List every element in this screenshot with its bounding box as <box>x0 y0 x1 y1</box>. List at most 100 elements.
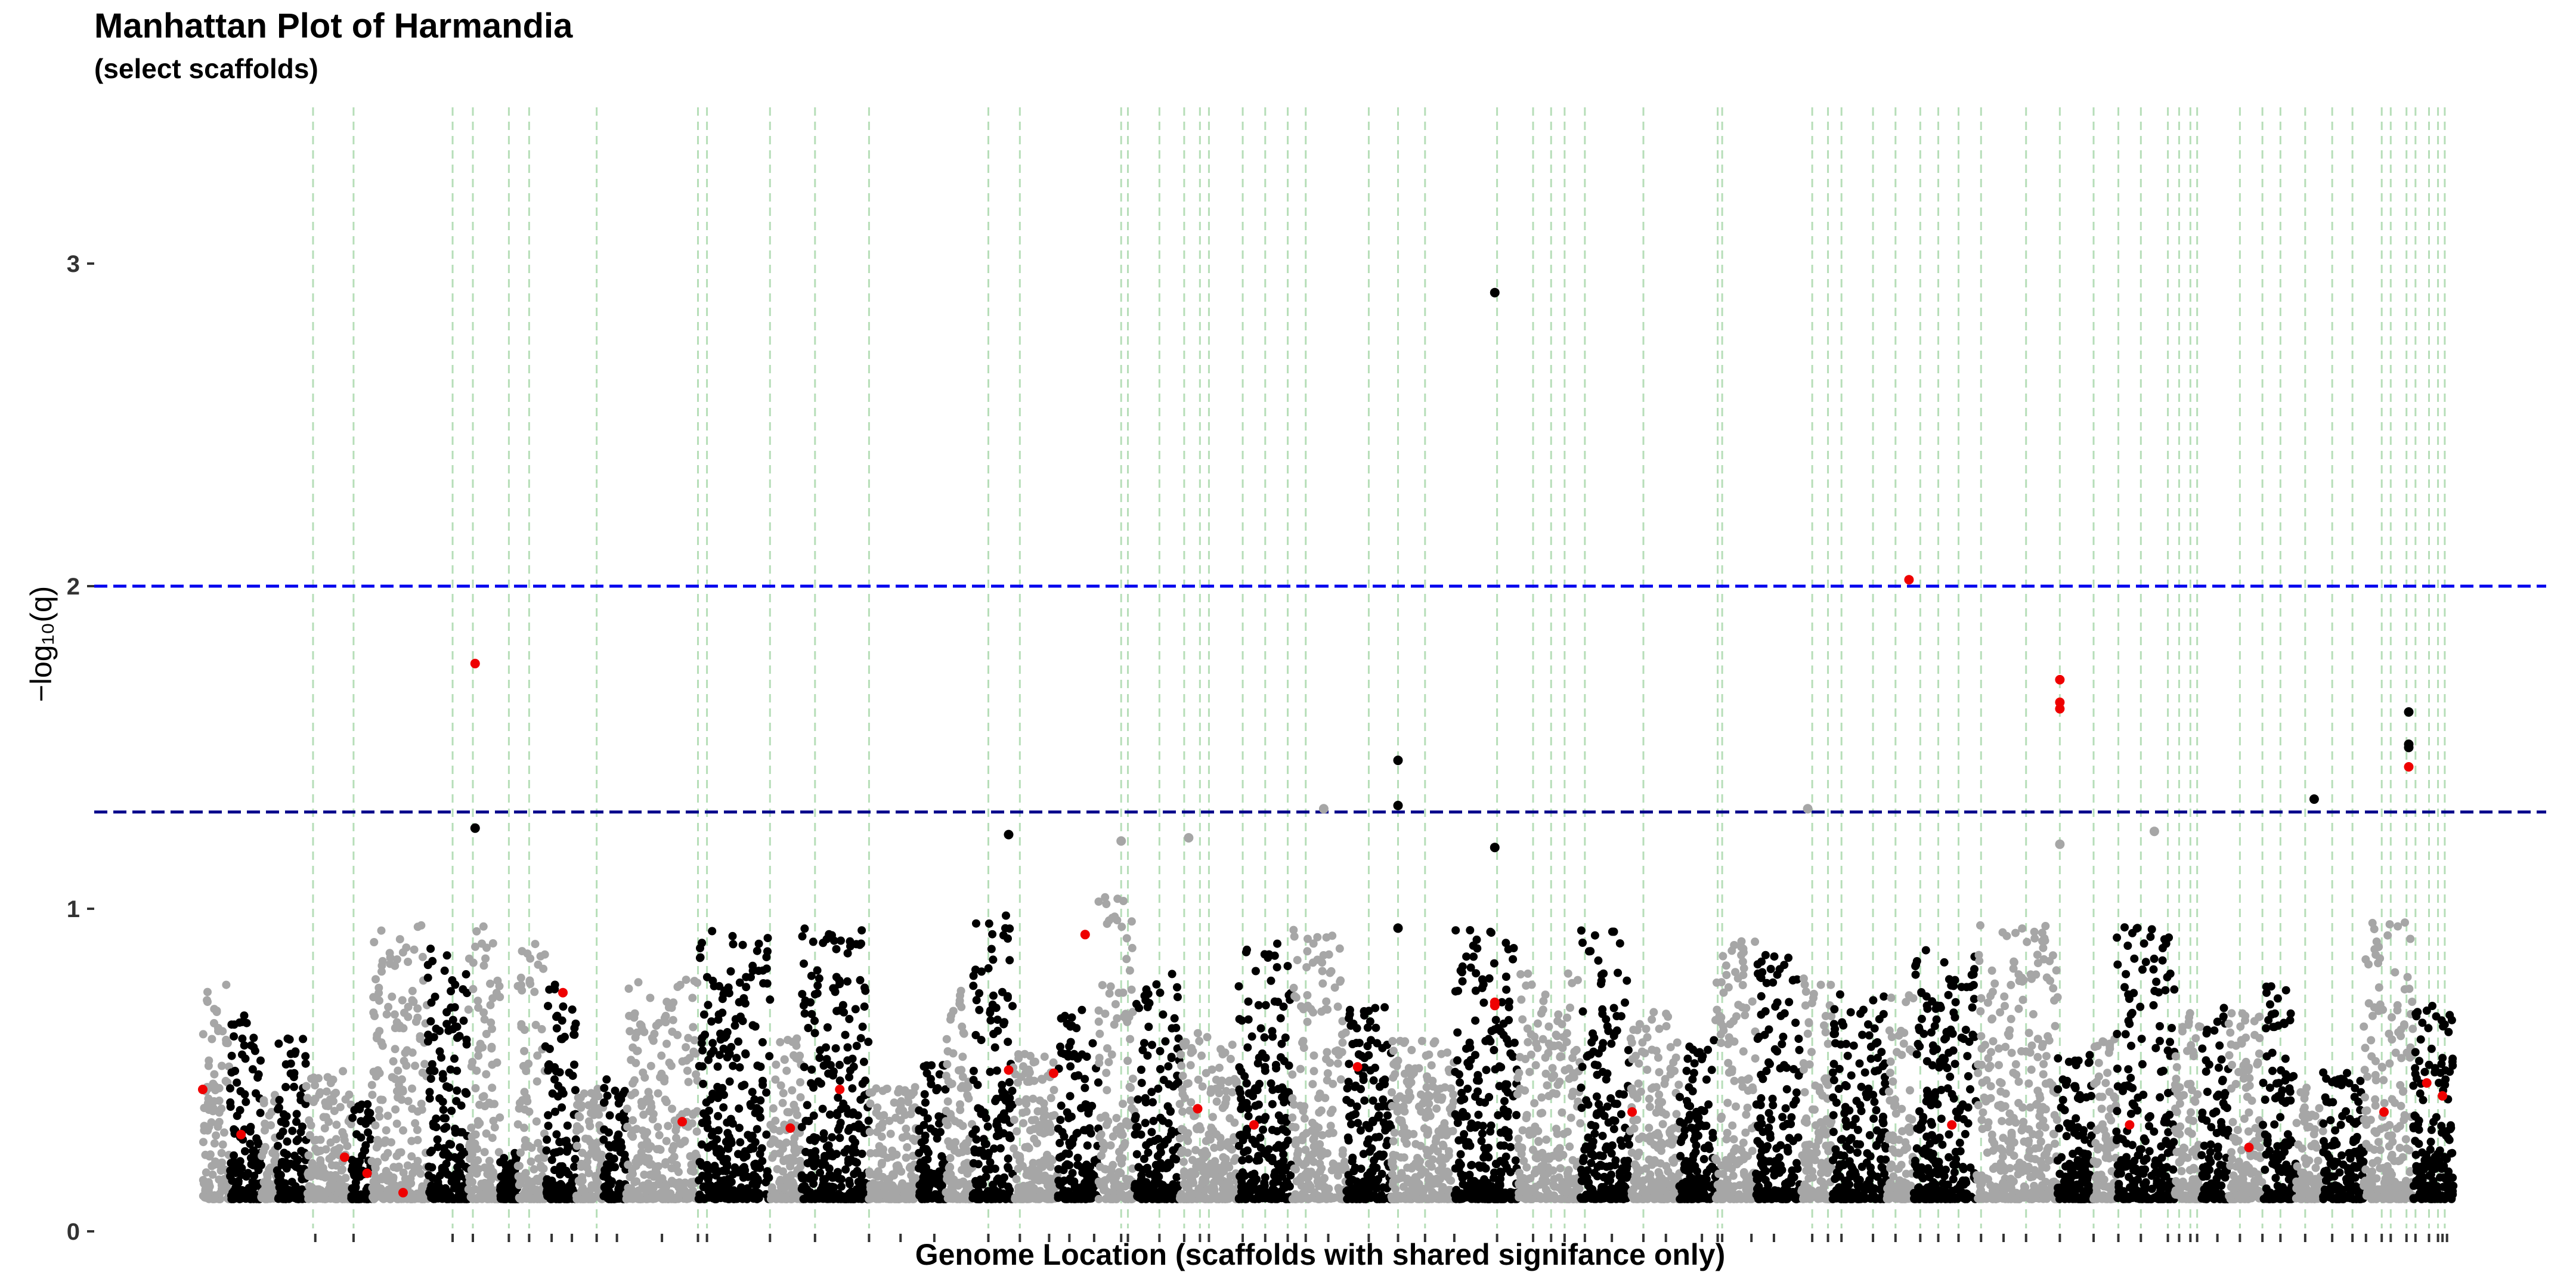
data-point <box>1260 1181 1269 1190</box>
data-point <box>1144 1023 1153 1031</box>
data-point <box>1342 1095 1351 1104</box>
data-point <box>751 1172 760 1181</box>
data-point <box>995 1188 1004 1197</box>
data-point <box>212 1131 221 1140</box>
data-point <box>600 1183 609 1192</box>
data-point <box>1004 1164 1013 1173</box>
data-point <box>386 959 395 968</box>
data-point <box>843 1056 852 1065</box>
data-point <box>1288 1094 1297 1103</box>
data-point <box>1005 1131 1014 1140</box>
data-point <box>372 1034 381 1042</box>
data-point <box>298 1122 306 1131</box>
data-point <box>1244 1190 1253 1198</box>
data-point <box>556 1188 565 1197</box>
data-point <box>397 1095 406 1104</box>
data-point <box>375 1112 384 1121</box>
data-point <box>972 919 980 928</box>
data-point <box>822 1043 830 1052</box>
data-point <box>990 1043 999 1052</box>
data-point <box>877 1132 886 1141</box>
data-point <box>227 1020 236 1029</box>
data-point <box>1200 1194 1209 1203</box>
data-point <box>482 1070 491 1079</box>
data-point <box>404 1002 413 1011</box>
data-point <box>964 1083 973 1092</box>
data-point <box>332 1161 340 1170</box>
data-point <box>719 1103 728 1112</box>
data-point <box>389 1057 398 1066</box>
data-point <box>1338 1146 1347 1155</box>
data-point <box>465 1178 474 1187</box>
data-point <box>1177 1061 1186 1070</box>
data-point <box>212 1008 221 1016</box>
data-point <box>776 1081 785 1090</box>
data-point <box>205 1152 214 1161</box>
data-point <box>800 924 809 933</box>
data-point <box>1322 933 1331 942</box>
data-point <box>324 1184 333 1193</box>
data-point <box>999 931 1008 940</box>
data-point <box>308 1183 317 1192</box>
data-point <box>661 1158 670 1167</box>
data-point <box>1244 997 1253 1006</box>
data-point <box>523 1175 532 1184</box>
data-point <box>559 1137 568 1146</box>
data-point <box>1337 1048 1346 1057</box>
data-point <box>1117 922 1126 931</box>
data-point <box>919 1108 928 1117</box>
data-point <box>856 976 865 984</box>
data-point <box>1172 1023 1181 1032</box>
data-point <box>428 1174 437 1182</box>
data-point <box>552 1148 561 1157</box>
data-point <box>806 1135 815 1144</box>
data-point <box>394 1066 402 1075</box>
data-point <box>366 1135 375 1144</box>
data-point <box>550 980 559 989</box>
data-point <box>408 996 417 1005</box>
data-point <box>1277 1116 1286 1125</box>
data-point <box>1221 1048 1230 1057</box>
data-point <box>314 1193 323 1202</box>
data-point <box>1324 1184 1333 1193</box>
data-point <box>860 983 869 992</box>
data-point <box>413 1107 422 1116</box>
data-point <box>773 1165 782 1174</box>
data-point <box>1054 1165 1063 1174</box>
data-point <box>1368 1096 1377 1105</box>
data-point <box>281 1119 290 1128</box>
data-point <box>1005 1078 1014 1086</box>
data-point <box>835 1076 844 1085</box>
data-point <box>307 1075 315 1083</box>
data-point <box>429 1119 438 1128</box>
data-point <box>961 1139 970 1148</box>
data-point <box>473 1156 482 1165</box>
data-point <box>285 1035 294 1044</box>
data-point <box>933 1190 942 1199</box>
data-point <box>367 1157 376 1166</box>
data-point <box>1147 1088 1156 1097</box>
data-point <box>250 1193 259 1201</box>
data-point <box>271 1151 280 1160</box>
data-point <box>290 1082 298 1091</box>
data-point <box>1098 1138 1107 1147</box>
data-point <box>776 1175 785 1184</box>
data-point <box>233 1111 242 1120</box>
data-point <box>838 1001 847 1010</box>
data-point <box>890 1098 899 1107</box>
data-point <box>414 1164 423 1172</box>
data-point <box>375 1027 384 1036</box>
data-point <box>971 1125 980 1134</box>
data-point <box>1184 1137 1193 1145</box>
data-point <box>1094 1006 1103 1015</box>
data-point <box>487 1042 496 1051</box>
data-point <box>423 973 432 982</box>
data-point <box>1106 1141 1115 1150</box>
data-point <box>626 1172 634 1181</box>
data-point <box>267 1121 275 1130</box>
data-point <box>1004 1038 1013 1046</box>
data-point <box>600 1083 609 1092</box>
data-point <box>955 1066 963 1075</box>
data-point <box>1078 1193 1087 1202</box>
data-point <box>233 1078 242 1087</box>
